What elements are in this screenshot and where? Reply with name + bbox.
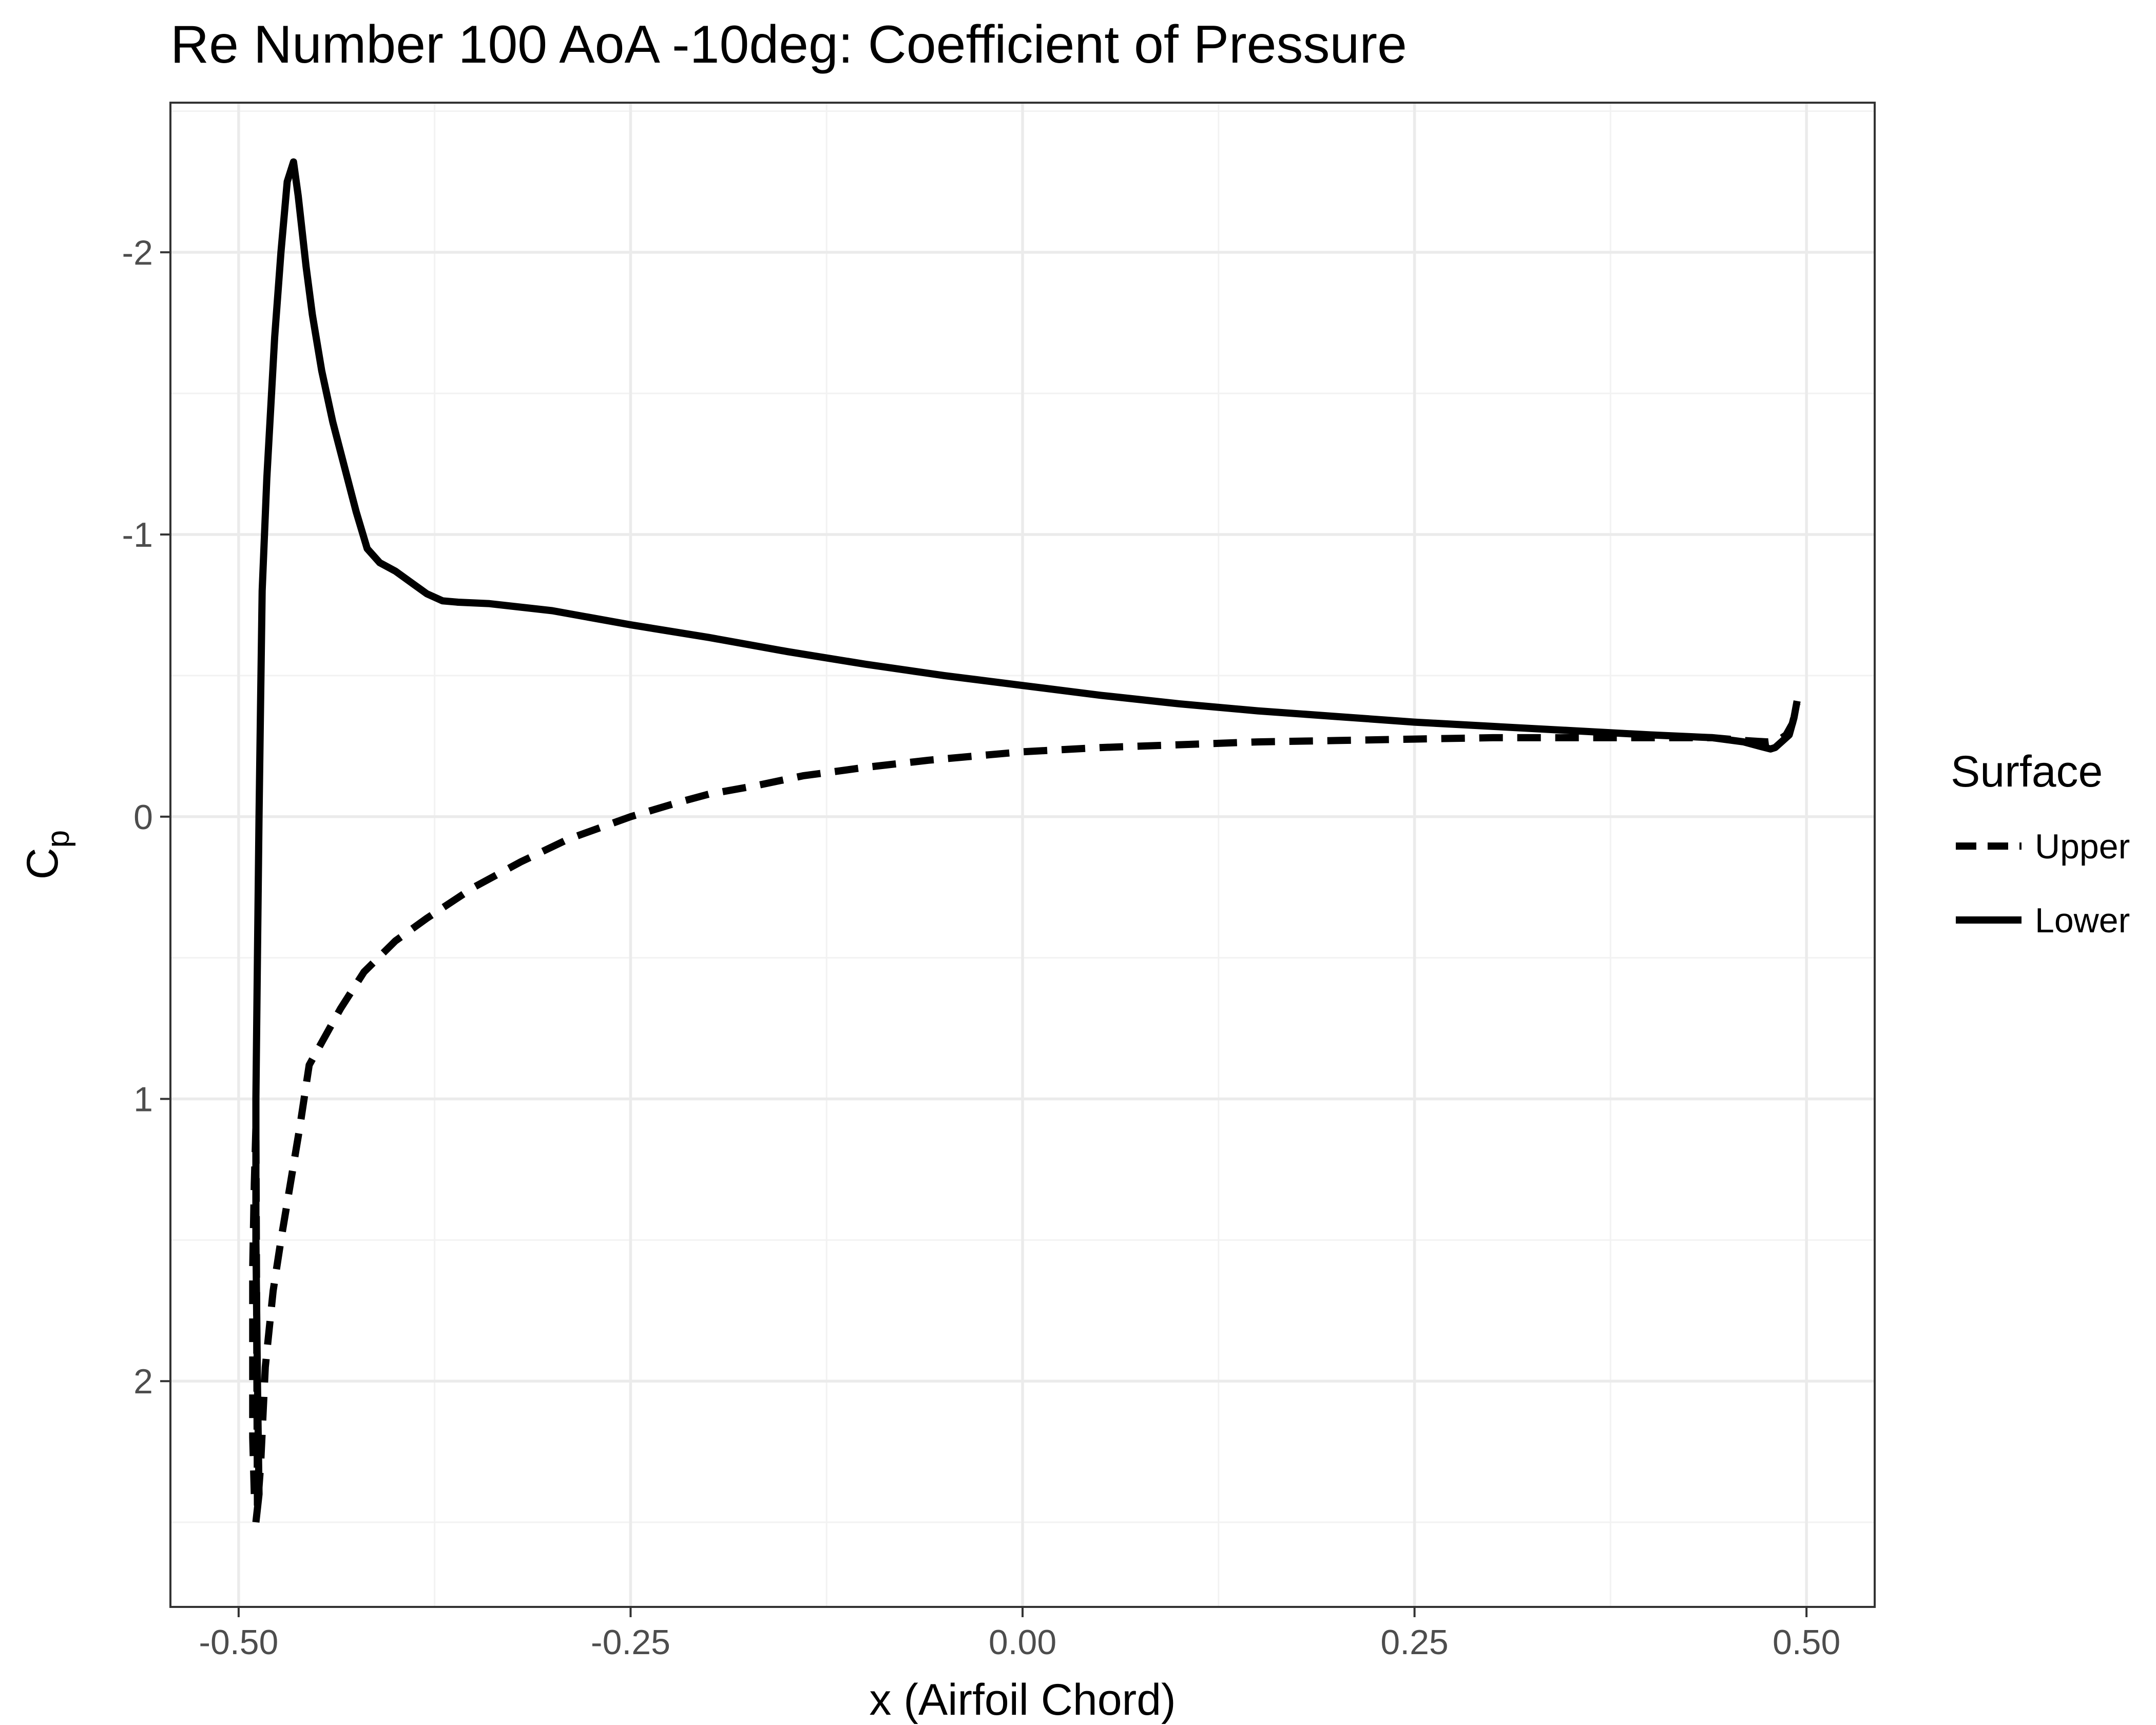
y-axis-title-main: C: [18, 848, 67, 879]
y-axis-title-group: Cp: [18, 830, 76, 880]
y-tick-label: -2: [122, 233, 153, 272]
axis-ticks: -0.50 -0.25 0.00 0.25 0.50 -2 -1 0 1 2: [122, 233, 1841, 1662]
series-line-upper: [249, 703, 1801, 1512]
x-tick-label: 0.50: [1773, 1623, 1840, 1662]
legend-title: Surface: [1951, 747, 2103, 796]
series-line-lower: [252, 158, 1801, 1523]
x-tick-label: 0.00: [989, 1623, 1056, 1662]
plot-panel: -0.50 -0.25 0.00 0.25 0.50 -2 -1 0 1 2: [122, 102, 1876, 1662]
x-tick-label: -0.50: [199, 1623, 278, 1662]
y-tick-label: 0: [133, 798, 153, 837]
y-axis-title-subscript: p: [41, 830, 76, 848]
y-axis-title: Cp: [18, 830, 76, 880]
y-tick-label: 2: [133, 1362, 153, 1401]
legend-keys: Upper Lower: [1956, 827, 2130, 940]
y-tick-label: -1: [122, 515, 153, 554]
x-axis-title: x (Airfoil Chord): [869, 1675, 1176, 1724]
legend-label-lower: Lower: [2035, 901, 2130, 940]
x-tick-label: -0.25: [591, 1623, 670, 1662]
legend: Surface Upper Lower: [1951, 747, 2130, 940]
gridlines: [170, 103, 1875, 1607]
series-lines: [249, 158, 1801, 1523]
y-tick-label: 1: [133, 1080, 153, 1119]
legend-label-upper: Upper: [2035, 827, 2130, 866]
x-tick-label: 0.25: [1380, 1623, 1448, 1662]
chart-title: Re Number 100 AoA -10deg: Coefficient of…: [170, 15, 1407, 74]
